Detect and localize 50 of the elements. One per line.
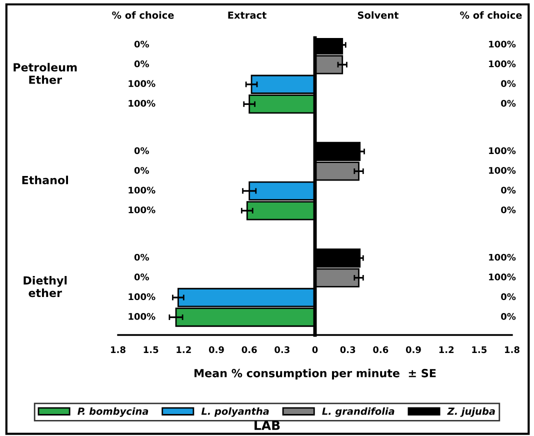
x-tick-label: 0.9	[208, 346, 224, 354]
legend-label: Z. jujuba	[447, 407, 495, 417]
text: LAB	[254, 420, 280, 430]
legend-label: L. polyantha	[201, 407, 269, 417]
annotation: 100%	[489, 40, 516, 48]
annotation: 100%	[128, 206, 156, 214]
legend-label: P. bombycina	[78, 407, 148, 417]
annotation: 0%	[134, 274, 150, 280]
x-tick-label: 0.6	[373, 346, 388, 354]
y-tick-label: Petroleum Ether	[14, 62, 77, 84]
annotation: 0%	[501, 100, 516, 107]
x-axis-title: Mean % consumption per minute ± SE	[194, 368, 436, 380]
annotation: 0%	[134, 147, 150, 154]
x-tick-label: 1.5	[144, 346, 158, 354]
annotation: 0%	[134, 254, 150, 261]
y-tick-label: Diethyl ether	[24, 276, 67, 298]
x-tick-label: 1.2	[439, 346, 454, 353]
annotation: 100%	[128, 80, 156, 87]
text: Solvent	[358, 11, 399, 19]
x-tick-label: 1.5	[472, 346, 487, 354]
x-tick-label: 1.8	[111, 346, 126, 354]
x-tick-label: 0.3	[340, 346, 356, 354]
annotation: 0%	[134, 60, 150, 68]
annotation: 100%	[128, 100, 156, 107]
x-tick-label: 0.3	[274, 346, 290, 354]
annotation: 0%	[501, 186, 516, 194]
annotation: 100%	[489, 147, 516, 154]
annotation: 100%	[489, 166, 516, 174]
annotation: 0%	[501, 80, 516, 87]
annotation: 0%	[134, 166, 150, 174]
x-tick-label: 0	[312, 346, 318, 354]
annotation: 100%	[128, 186, 156, 194]
y-tick-label: Ethanol	[22, 176, 68, 184]
annotation: 100%	[489, 274, 516, 280]
annotation: 100%	[489, 254, 516, 261]
text: % of choice	[460, 11, 522, 19]
annotation: 0%	[501, 313, 516, 320]
x-tick-label: 0.6	[242, 346, 257, 354]
annotation: 0%	[501, 293, 516, 300]
x-tick-label: 1.8	[505, 346, 520, 354]
x-tick-label: 0.9	[406, 346, 421, 354]
annotation: 100%	[489, 60, 516, 68]
text: Extract	[228, 12, 266, 19]
x-tick-label: 1.2	[176, 346, 191, 353]
annotation: 100%	[128, 293, 156, 300]
legend-label: L. grandifolia	[322, 407, 394, 417]
annotation: 100%	[128, 313, 156, 320]
annotation: 0%	[134, 40, 150, 48]
text: % of choice	[112, 11, 174, 19]
annotation: 0%	[501, 206, 516, 214]
